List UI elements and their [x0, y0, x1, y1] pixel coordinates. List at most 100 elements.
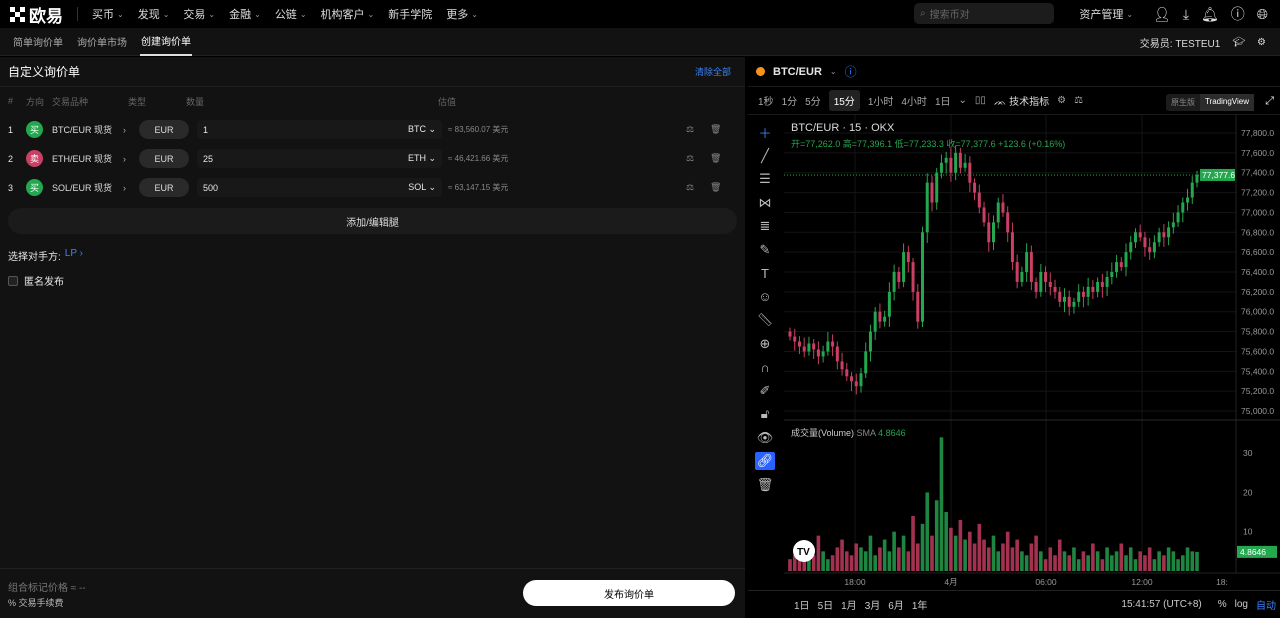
subtab[interactable]: 简单询价单: [13, 38, 63, 49]
balance-icon[interactable]: ⚖: [686, 182, 695, 192]
subtab[interactable]: 询价单市场: [77, 38, 127, 49]
pattern-icon[interactable]: ⋈: [758, 194, 772, 210]
side-badge[interactable]: 买: [26, 121, 43, 138]
chevron-right-icon[interactable]: ›: [123, 182, 126, 193]
help-icon[interactable]: ⓘ: [1230, 6, 1245, 22]
side-badge[interactable]: 买: [26, 179, 43, 196]
bell-icon[interactable]: 🔔︎: [1201, 5, 1219, 22]
price-tick: 76,000.0: [1241, 307, 1274, 317]
version-toggle[interactable]: 原生版: [1170, 98, 1195, 107]
balance-icon[interactable]: ⚖: [686, 124, 695, 134]
range-button[interactable]: 3月: [864, 601, 881, 612]
horizontal-lines-icon[interactable]: ☰: [759, 171, 771, 186]
timeframe-button[interactable]: 5分: [805, 97, 821, 108]
nav-item[interactable]: 发现 ⌄: [138, 6, 170, 22]
fullscreen-icon[interactable]: ⤢: [1265, 95, 1274, 107]
currency-type-button[interactable]: EUR: [139, 178, 189, 197]
nav-item[interactable]: 新手学院: [388, 6, 432, 22]
info-icon[interactable]: ⓘ: [844, 65, 857, 79]
percent-toggle[interactable]: %: [1217, 599, 1227, 610]
eye-icon[interactable]: 👁︎: [756, 429, 774, 445]
price-chart[interactable]: 77,800.0 77,600.0 77,400.0 77,200.0 77,000.0…: [748, 115, 1280, 590]
range-button[interactable]: 6月: [888, 601, 904, 612]
ruler-icon[interactable]: 📏︎: [756, 312, 774, 327]
assets-menu[interactable]: 资产管理 ⌄: [1079, 6, 1133, 22]
search-input[interactable]: ⌕ 搜索币对: [914, 3, 1054, 24]
volume-bar: [1133, 559, 1138, 571]
compare-icon[interactable]: ⚖: [1074, 95, 1084, 106]
logo[interactable]: 欧易: [10, 2, 63, 27]
range-button[interactable]: 5日: [817, 601, 834, 612]
brush-icon[interactable]: ✎: [759, 241, 771, 257]
fib-icon[interactable]: ≣: [759, 218, 771, 233]
unit-select[interactable]: BTC: [407, 124, 426, 134]
tradingview-logo[interactable]: [793, 540, 815, 562]
candle-type-icon[interactable]: ▯▯: [974, 95, 986, 106]
gear-icon[interactable]: ⚙: [1257, 36, 1266, 48]
candle: [1195, 174, 1199, 183]
trash-icon[interactable]: 🗑︎: [710, 153, 722, 163]
chevron-right-icon[interactable]: ›: [123, 124, 126, 135]
nav-item[interactable]: 更多 ⌄: [446, 6, 478, 22]
currency-type-button[interactable]: EUR: [139, 149, 189, 168]
quantity-input[interactable]: 25 ETH ⌄: [197, 149, 442, 168]
volume-bar: [802, 559, 806, 571]
emoji-icon[interactable]: ☺: [758, 289, 772, 304]
range-button[interactable]: 1月: [841, 601, 857, 612]
trash-icon[interactable]: 🗑︎: [756, 476, 774, 492]
anonymous-checkbox[interactable]: [8, 275, 18, 286]
timeframe-button[interactable]: 1小时: [867, 97, 894, 108]
download-icon[interactable]: ⤓: [1182, 5, 1190, 22]
pair-selector[interactable]: BTC/EUR: [773, 65, 822, 78]
trend-line-icon[interactable]: ╱: [761, 147, 769, 163]
graduation-cap-icon[interactable]: 🎓︎: [1232, 36, 1246, 48]
indicators-button[interactable]: ᨏ 技术指标: [993, 97, 1050, 108]
version-toggle[interactable]: TradingView: [1199, 94, 1254, 111]
timeframe-button[interactable]: 4小时: [901, 97, 927, 108]
timeframe-button[interactable]: 1秒: [758, 97, 774, 108]
log-toggle[interactable]: log: [1234, 599, 1248, 610]
quantity-input[interactable]: 500 SOL ⌄: [197, 178, 442, 197]
nav-item[interactable]: 交易 ⌄: [183, 6, 215, 22]
gear-icon[interactable]: ⚙: [1057, 95, 1067, 106]
nav-item[interactable]: 公链 ⌄: [275, 6, 307, 22]
user-icon[interactable]: 👤︎: [1153, 5, 1171, 22]
publish-rfq-button[interactable]: 发布询价单: [523, 580, 735, 606]
timeframe-button[interactable]: 1分: [781, 97, 798, 108]
candle: [897, 272, 901, 282]
currency-type-button[interactable]: EUR: [139, 120, 189, 139]
text-icon[interactable]: T: [761, 265, 769, 281]
nav-item[interactable]: 金融 ⌄: [229, 6, 261, 22]
auto-toggle[interactable]: 自动: [1256, 601, 1276, 612]
volume-bar: [821, 551, 825, 571]
nav-item[interactable]: 机构客户 ⌄: [321, 6, 375, 22]
quantity-input[interactable]: 1 BTC ⌄: [197, 120, 442, 139]
balance-icon[interactable]: ⚖: [686, 153, 695, 163]
lock-draw-icon[interactable]: ✐: [759, 382, 771, 398]
link-icon[interactable]: 🔗︎: [754, 452, 776, 470]
counterparty-link[interactable]: LP ›: [64, 248, 83, 259]
zoom-in-icon[interactable]: ⊕: [759, 335, 771, 351]
range-button[interactable]: 1年: [911, 601, 928, 612]
side-badge[interactable]: 卖: [26, 150, 43, 167]
timeframe-button[interactable]: 15分: [828, 90, 860, 111]
crosshair-icon[interactable]: ＋: [758, 125, 772, 141]
subtab[interactable]: 创建询价单: [140, 28, 192, 56]
magnet-icon[interactable]: ∩: [760, 359, 770, 375]
chevron-down-icon[interactable]: ⌄: [829, 67, 837, 76]
fee-link[interactable]: % 交易手续费: [8, 598, 64, 608]
chevron-down-icon[interactable]: ⌄: [958, 95, 967, 106]
candle: [850, 376, 854, 382]
unit-select[interactable]: SOL: [408, 182, 426, 192]
add-edit-leg-button[interactable]: 添加/编辑腿: [8, 208, 737, 234]
timeframe-button[interactable]: 1日: [934, 97, 951, 108]
trash-icon[interactable]: 🗑︎: [710, 182, 722, 192]
nav-item[interactable]: 买币 ⌄: [92, 6, 124, 22]
clear-all-button[interactable]: 清除全部: [694, 67, 731, 77]
chevron-right-icon[interactable]: ›: [123, 153, 126, 164]
globe-icon[interactable]: 🌐︎: [1256, 5, 1268, 22]
trash-icon[interactable]: 🗑︎: [710, 124, 722, 134]
range-button[interactable]: 1日: [794, 601, 810, 612]
unit-select[interactable]: ETH: [407, 153, 426, 163]
lock-icon[interactable]: 🔓︎: [760, 406, 770, 421]
